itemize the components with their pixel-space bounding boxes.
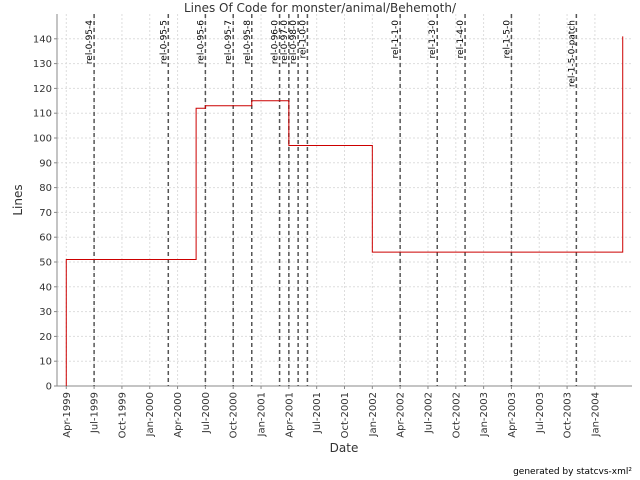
marker-label: rel-1-5-0: [502, 20, 512, 59]
x-tick-label: Jul-2003: [535, 392, 546, 434]
x-tick-label: Jan-2003: [479, 392, 490, 437]
chart-title: Lines Of Code for monster/animal/Behemot…: [184, 1, 457, 15]
marker-label: rel-0-95-4: [85, 20, 95, 64]
x-tick-label: Oct-2001: [340, 392, 351, 438]
x-tick-label: Jan-2001: [257, 392, 268, 437]
x-tick-label: Jul-2001: [312, 392, 323, 434]
x-tick-label: Apr-2003: [507, 392, 518, 438]
y-tick-label: 140: [33, 34, 52, 45]
y-tick-label: 40: [39, 282, 52, 293]
step-line: [65, 36, 624, 386]
x-tick-label: Oct-1999: [117, 392, 128, 438]
y-tick-label: 110: [33, 109, 52, 120]
y-tick-label: 0: [46, 382, 52, 393]
marker-label: rel-0-96-0: [271, 20, 281, 64]
marker-label: rel-1-5-0-patch: [567, 20, 577, 87]
y-tick-label: 70: [39, 208, 52, 219]
y-tick-label: 90: [39, 158, 52, 169]
x-tick-label: Jan-2004: [590, 392, 601, 437]
x-tick-label: Apr-2002: [396, 392, 407, 438]
y-tick-label: 60: [39, 233, 52, 244]
x-tick-label: Apr-1999: [62, 392, 73, 438]
y-tick-label: 30: [39, 307, 52, 318]
x-tick-label: Oct-2002: [451, 392, 462, 438]
marker-label: rel-1-1-0: [391, 20, 401, 59]
y-tick-label: 20: [39, 332, 52, 343]
y-tick-label: 10: [39, 357, 52, 368]
x-axis-label: Date: [330, 441, 359, 455]
y-axis-label: Lines: [11, 184, 25, 215]
marker-label: rel-0-95-8: [243, 20, 253, 64]
y-tick-label: 50: [39, 258, 52, 269]
marker-label: rel-1-0-0: [298, 20, 308, 59]
marker-label: rel-1-3-0: [428, 20, 438, 59]
y-tick-label: 100: [33, 134, 52, 145]
y-tick-label: 130: [33, 59, 52, 70]
x-tick-label: Oct-2000: [229, 392, 240, 438]
x-tick-label: Jul-2000: [201, 392, 212, 434]
footer: generated by statcvs-xml²: [513, 467, 632, 477]
x-tick-label: Apr-2001: [284, 392, 295, 438]
x-tick-label: Jan-2000: [145, 392, 156, 437]
x-tick-label: Apr-2000: [173, 392, 184, 438]
marker-label: rel-0-95-6: [196, 20, 206, 64]
marker-label: rel-1-4-0: [456, 20, 466, 59]
y-tick-label: 120: [33, 84, 52, 95]
x-tick-label: Jan-2002: [368, 392, 379, 437]
x-tick-label: Oct-2003: [563, 392, 574, 438]
marker-label: rel-0-97-0: [280, 20, 290, 64]
x-tick-label: Jul-2002: [423, 392, 434, 434]
marker-label: rel-0-95-5: [159, 20, 169, 64]
y-tick-label: 80: [39, 183, 52, 194]
marker-label: rel-0-98-0: [289, 20, 299, 64]
marker-label: rel-0-95-7: [224, 20, 234, 64]
x-tick-label: Jul-1999: [90, 392, 101, 434]
